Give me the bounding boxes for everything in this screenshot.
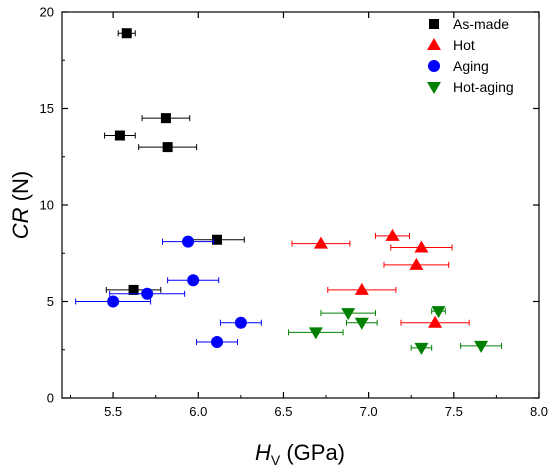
x-tick-label-5: 8.0 xyxy=(530,404,548,419)
plot-area: 5.5 6.0 6.5 7.0 7.5 8.0 0 5 10 15 20 xyxy=(40,5,549,420)
data-point-aging-2 xyxy=(141,287,154,300)
x-axis-title-subscript: V xyxy=(271,452,281,468)
legend-marker-hot-aging xyxy=(427,82,441,94)
data-point-hot-aging-4 xyxy=(414,342,429,355)
series-hot-aging xyxy=(288,306,503,355)
data-point-hot-aging-2 xyxy=(354,317,369,330)
data-point-hot-3 xyxy=(409,257,424,270)
x-axis-title: HV (GPa) xyxy=(255,440,345,468)
series-hot xyxy=(291,228,470,328)
data-point-aging-0 xyxy=(182,235,195,248)
data-point-as-made-0 xyxy=(121,28,132,39)
x-axis-title-main: H xyxy=(255,440,271,465)
y-axis-title-italic: CR xyxy=(8,207,33,239)
y-tick-label-2: 10 xyxy=(40,198,54,213)
x-tick-label-2: 6.5 xyxy=(274,404,292,419)
legend-label-aging: Aging xyxy=(453,58,489,74)
x-axis-title-text: HV (GPa) xyxy=(255,440,345,468)
x-tick-label-3: 7.0 xyxy=(360,404,378,419)
data-point-hot-aging-3 xyxy=(308,327,323,340)
data-point-hot-aging-1 xyxy=(341,308,356,321)
legend-marker-as-made xyxy=(429,19,439,29)
data-point-as-made-2 xyxy=(114,130,125,141)
legend-marker-hot xyxy=(427,38,441,50)
x-tick-label-0: 5.5 xyxy=(104,404,122,419)
data-point-hot-4 xyxy=(354,282,369,295)
y-tick-label-3: 15 xyxy=(40,101,54,116)
data-point-hot-2 xyxy=(414,240,429,253)
y-axis-title: CR (N) xyxy=(8,171,33,239)
y-tick-label-1: 5 xyxy=(47,294,54,309)
data-point-aging-1 xyxy=(187,274,200,287)
legend-marker-aging xyxy=(428,60,440,72)
data-point-as-made-3 xyxy=(162,142,173,153)
data-marks xyxy=(75,28,503,355)
data-point-hot-aging-0 xyxy=(431,306,446,319)
y-axis-title-unit: (N) xyxy=(8,171,33,208)
y-tick-label-0: 0 xyxy=(47,391,54,406)
x-axis-title-unit: (GPa) xyxy=(280,440,345,465)
data-point-aging-4 xyxy=(234,316,247,329)
legend-label-as-made: As-made xyxy=(453,16,509,32)
data-point-as-made-4 xyxy=(212,234,223,245)
y-tick-label-4: 20 xyxy=(40,5,54,20)
data-point-hot-0 xyxy=(313,236,328,249)
y-axis-title-text: CR (N) xyxy=(8,171,33,239)
series-aging xyxy=(75,235,262,349)
legend-label-hot: Hot xyxy=(453,37,475,53)
axis-ticks: 5.5 6.0 6.5 7.0 7.5 8.0 0 5 10 15 20 xyxy=(40,5,549,420)
legend: As-made Hot Aging Hot-aging xyxy=(427,16,514,95)
data-point-hot-5 xyxy=(428,315,443,328)
data-point-as-made-5 xyxy=(128,284,139,295)
data-point-hot-aging-5 xyxy=(474,340,489,353)
x-tick-label-4: 7.5 xyxy=(445,404,463,419)
data-point-as-made-1 xyxy=(160,113,171,124)
legend-label-hot-aging: Hot-aging xyxy=(453,79,514,95)
data-point-aging-3 xyxy=(107,295,120,308)
data-point-hot-1 xyxy=(385,228,400,241)
x-tick-label-1: 6.0 xyxy=(189,404,207,419)
data-point-aging-5 xyxy=(211,336,224,349)
series-as-made xyxy=(104,28,245,295)
